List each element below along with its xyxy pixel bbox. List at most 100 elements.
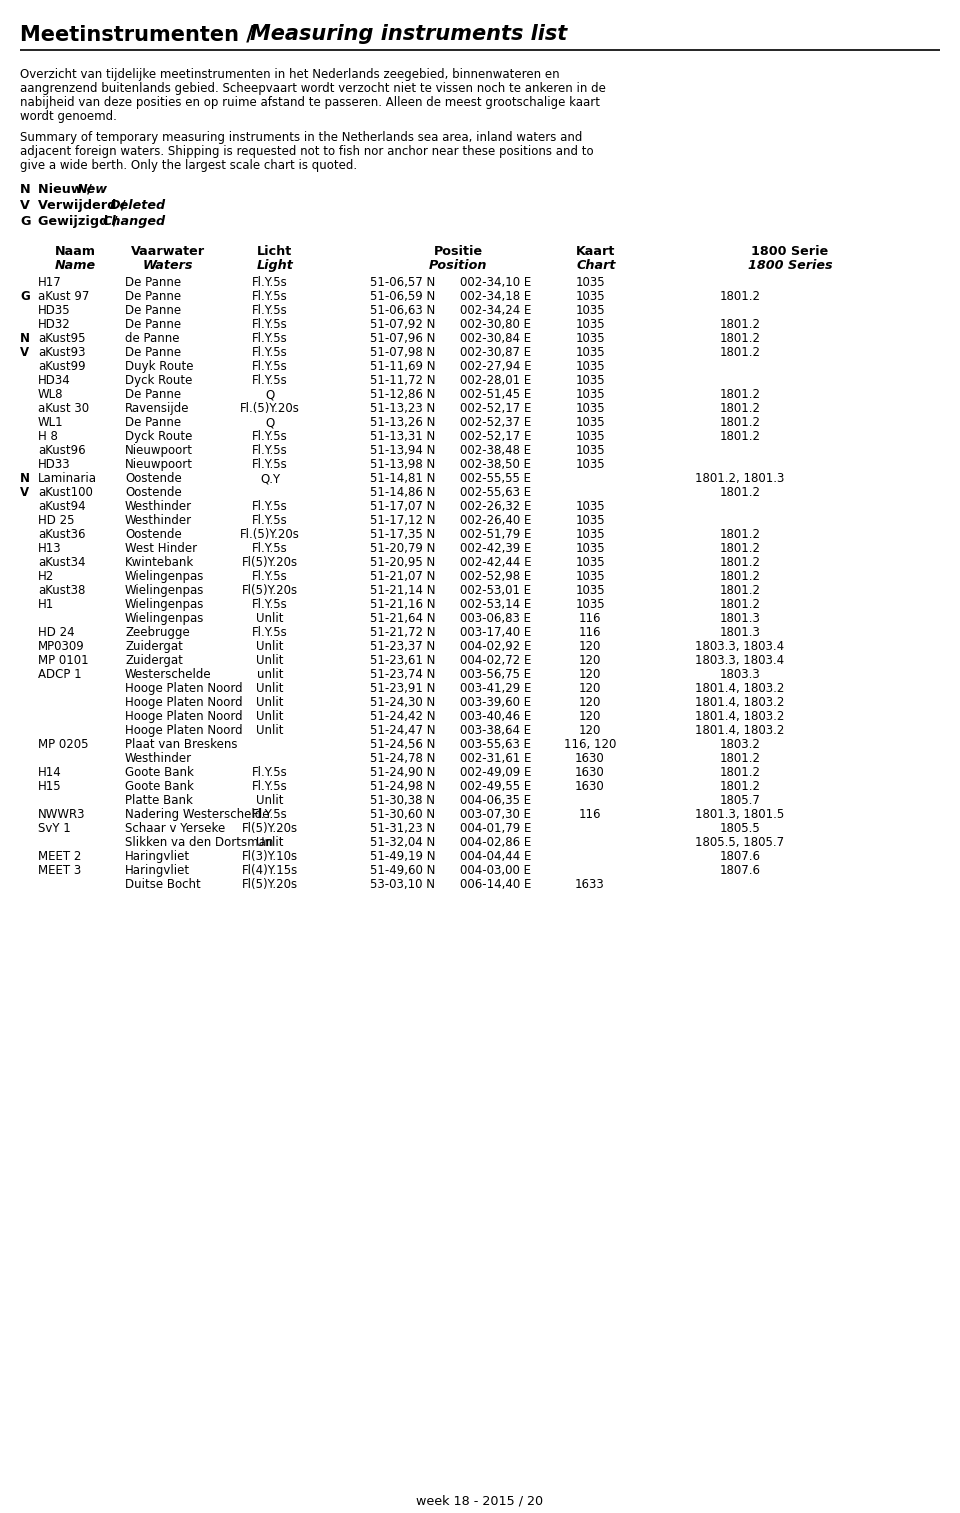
Text: 51-17,35 N: 51-17,35 N <box>370 528 435 542</box>
Text: 51-13,94 N: 51-13,94 N <box>370 443 436 457</box>
Text: aKust96: aKust96 <box>38 443 85 457</box>
Text: 002-42,39 E: 002-42,39 E <box>460 542 532 555</box>
Text: Westhinder: Westhinder <box>125 514 192 527</box>
Text: De Panne: De Panne <box>125 318 181 331</box>
Text: 1035: 1035 <box>575 542 605 555</box>
Text: 51-24,47 N: 51-24,47 N <box>370 725 436 737</box>
Text: 003-17,40 E: 003-17,40 E <box>460 626 531 638</box>
Text: 1805.5: 1805.5 <box>720 822 760 835</box>
Text: Fl.Y.5s: Fl.Y.5s <box>252 304 288 318</box>
Text: 1630: 1630 <box>575 766 605 779</box>
Text: 1801.2: 1801.2 <box>719 766 760 779</box>
Text: 1035: 1035 <box>575 360 605 374</box>
Text: Q.Y: Q.Y <box>260 472 280 486</box>
Text: HD34: HD34 <box>38 374 71 387</box>
Text: 1803.3, 1803.4: 1803.3, 1803.4 <box>695 640 784 654</box>
Text: H13: H13 <box>38 542 61 555</box>
Text: MEET 2: MEET 2 <box>38 850 82 862</box>
Text: De Panne: De Panne <box>125 275 181 289</box>
Text: 1035: 1035 <box>575 528 605 542</box>
Text: Ravensijde: Ravensijde <box>125 402 189 415</box>
Text: Hooge Platen Noord: Hooge Platen Noord <box>125 710 243 723</box>
Text: 51-06,57 N: 51-06,57 N <box>370 275 435 289</box>
Text: N: N <box>20 183 31 197</box>
Text: 002-52,98 E: 002-52,98 E <box>460 570 531 583</box>
Text: Schaar v Yerseke: Schaar v Yerseke <box>125 822 226 835</box>
Text: 1035: 1035 <box>575 514 605 527</box>
Text: Haringvliet: Haringvliet <box>125 864 190 878</box>
Text: 1035: 1035 <box>575 387 605 401</box>
Text: De Panne: De Panne <box>125 290 181 303</box>
Text: 1035: 1035 <box>575 275 605 289</box>
Text: 51-24,56 N: 51-24,56 N <box>370 738 436 750</box>
Text: 1630: 1630 <box>575 781 605 793</box>
Text: De Panne: De Panne <box>125 416 181 430</box>
Text: 1801.2: 1801.2 <box>719 752 760 766</box>
Text: 1035: 1035 <box>575 290 605 303</box>
Text: wordt genoemd.: wordt genoemd. <box>20 110 117 123</box>
Text: Licht: Licht <box>257 245 293 259</box>
Text: 002-38,50 E: 002-38,50 E <box>460 458 531 471</box>
Text: 1035: 1035 <box>575 458 605 471</box>
Text: NWWR3: NWWR3 <box>38 808 85 822</box>
Text: 51-31,23 N: 51-31,23 N <box>370 822 435 835</box>
Text: 51-24,30 N: 51-24,30 N <box>370 696 435 710</box>
Text: 004-03,00 E: 004-03,00 E <box>460 864 531 878</box>
Text: Fl.Y.5s: Fl.Y.5s <box>252 318 288 331</box>
Text: 1801.2: 1801.2 <box>719 346 760 359</box>
Text: 120: 120 <box>579 710 601 723</box>
Text: 1630: 1630 <box>575 752 605 766</box>
Text: 1801.4, 1803.2: 1801.4, 1803.2 <box>695 710 784 723</box>
Text: Fl.Y.5s: Fl.Y.5s <box>252 766 288 779</box>
Text: Unlit: Unlit <box>256 794 284 806</box>
Text: Fl(3)Y.10s: Fl(3)Y.10s <box>242 850 298 862</box>
Text: MP0309: MP0309 <box>38 640 84 654</box>
Text: De Panne: De Panne <box>125 387 181 401</box>
Text: West Hinder: West Hinder <box>125 542 197 555</box>
Text: 51-13,26 N: 51-13,26 N <box>370 416 436 430</box>
Text: New: New <box>77 183 108 197</box>
Text: Zeebrugge: Zeebrugge <box>125 626 190 638</box>
Text: Platte Bank: Platte Bank <box>125 794 193 806</box>
Text: 51-24,98 N: 51-24,98 N <box>370 781 436 793</box>
Text: Chart: Chart <box>576 259 615 272</box>
Text: 53-03,10 N: 53-03,10 N <box>370 878 435 891</box>
Text: 120: 120 <box>579 682 601 694</box>
Text: 002-30,80 E: 002-30,80 E <box>460 318 531 331</box>
Text: Changed: Changed <box>103 215 166 228</box>
Text: G: G <box>20 215 31 228</box>
Text: 51-21,72 N: 51-21,72 N <box>370 626 436 638</box>
Text: 1035: 1035 <box>575 598 605 611</box>
Text: Fl(4)Y.15s: Fl(4)Y.15s <box>242 864 299 878</box>
Text: 51-21,64 N: 51-21,64 N <box>370 611 436 625</box>
Text: 002-52,37 E: 002-52,37 E <box>460 416 531 430</box>
Text: aKust99: aKust99 <box>38 360 85 374</box>
Text: 51-06,63 N: 51-06,63 N <box>370 304 435 318</box>
Text: Unlit: Unlit <box>256 654 284 667</box>
Text: aKust36: aKust36 <box>38 528 85 542</box>
Text: 51-13,31 N: 51-13,31 N <box>370 430 435 443</box>
Text: Fl.Y.5s: Fl.Y.5s <box>252 570 288 583</box>
Text: 51-32,04 N: 51-32,04 N <box>370 837 435 849</box>
Text: aKust100: aKust100 <box>38 486 93 499</box>
Text: 1803.2: 1803.2 <box>720 738 760 750</box>
Text: Positie: Positie <box>433 245 483 259</box>
Text: 120: 120 <box>579 654 601 667</box>
Text: Q: Q <box>265 387 275 401</box>
Text: 1801.2: 1801.2 <box>719 416 760 430</box>
Text: 1801.3: 1801.3 <box>720 611 760 625</box>
Text: Fl.Y.5s: Fl.Y.5s <box>252 542 288 555</box>
Text: G: G <box>20 290 30 303</box>
Text: Fl.Y.5s: Fl.Y.5s <box>252 374 288 387</box>
Text: 002-55,55 E: 002-55,55 E <box>460 472 531 486</box>
Text: Unlit: Unlit <box>256 682 284 694</box>
Text: 004-01,79 E: 004-01,79 E <box>460 822 532 835</box>
Text: MP 0205: MP 0205 <box>38 738 88 750</box>
Text: Name: Name <box>55 259 96 272</box>
Text: 51-14,86 N: 51-14,86 N <box>370 486 436 499</box>
Text: Unlit: Unlit <box>256 725 284 737</box>
Text: 002-52,17 E: 002-52,17 E <box>460 430 532 443</box>
Text: 002-51,79 E: 002-51,79 E <box>460 528 532 542</box>
Text: 1035: 1035 <box>575 346 605 359</box>
Text: 002-52,17 E: 002-52,17 E <box>460 402 532 415</box>
